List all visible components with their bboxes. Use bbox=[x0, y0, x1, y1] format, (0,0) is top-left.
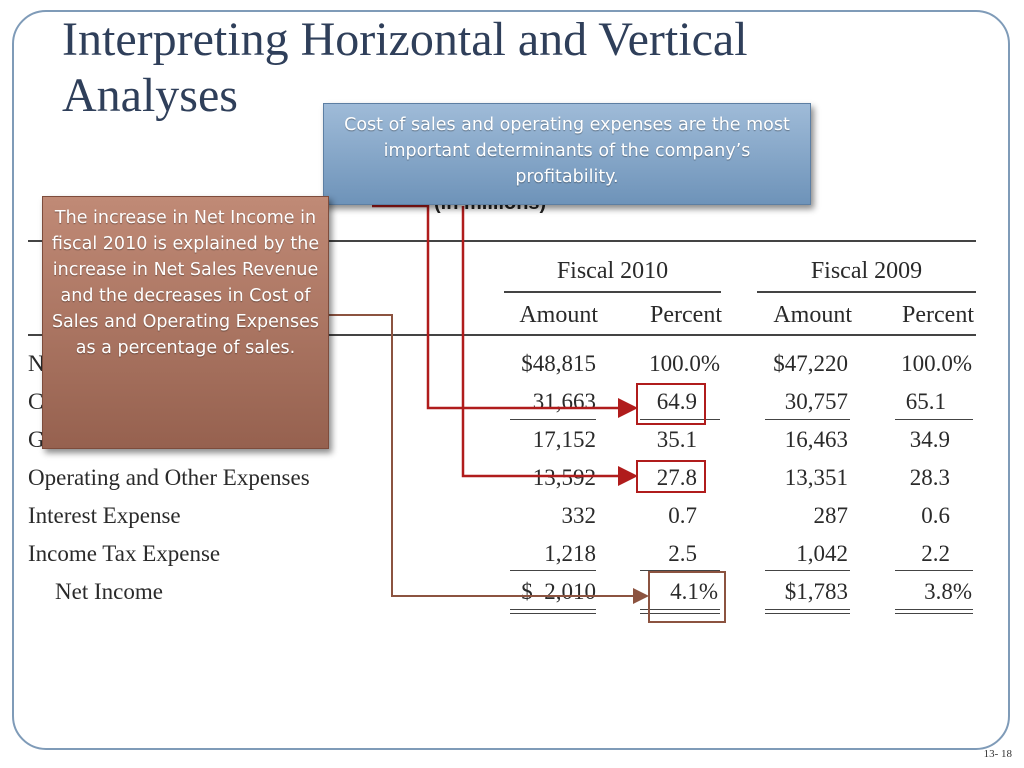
row-label: N bbox=[28, 351, 45, 376]
cell-percent-2010: 4.1% bbox=[670, 579, 718, 604]
year-header-2009: Fiscal 2009 bbox=[810, 258, 923, 284]
cell-percent-2009: 28.3 bbox=[909, 465, 950, 490]
year-header-2010: Fiscal 2010 bbox=[556, 258, 669, 284]
header-bottom-rule bbox=[28, 334, 976, 336]
total-double-rule bbox=[895, 609, 973, 610]
cell-percent-2010: 35.1 bbox=[656, 427, 697, 452]
cell-percent-2010: 0.7 bbox=[668, 503, 697, 528]
slide-title: Interpreting Horizontal and Vertical Ana… bbox=[62, 13, 748, 122]
cell-percent-2009: 2.2 bbox=[921, 541, 950, 566]
subtotal-rule bbox=[765, 419, 850, 420]
subtotal-rule bbox=[895, 419, 973, 420]
highlight-box-net-income bbox=[648, 571, 726, 623]
cell-percent-2009: 65.1 bbox=[905, 389, 946, 414]
col-header-amount-2009: Amount bbox=[773, 302, 852, 328]
subtotal-rule bbox=[510, 570, 596, 571]
cell-amount-2009: 30,757 bbox=[784, 389, 848, 414]
highlight-box-operating-expenses bbox=[636, 460, 706, 493]
cell-amount-2010: 332 bbox=[561, 503, 597, 528]
cell-amount-2009: 1,042 bbox=[796, 541, 848, 566]
subtotal-rule bbox=[640, 419, 720, 420]
cell-amount-2010: 17,152 bbox=[532, 427, 596, 452]
subtotal-rule bbox=[765, 570, 850, 571]
cell-percent-2010: 64.9 bbox=[656, 389, 697, 414]
cell-percent-2010: 2.5 bbox=[668, 541, 697, 566]
table-top-rule bbox=[28, 240, 976, 242]
col-header-percent-2009: Percent bbox=[902, 302, 974, 328]
cell-amount-2009: $1,783 bbox=[784, 579, 848, 604]
total-double-rule bbox=[640, 609, 720, 610]
cell-percent-2009: 100.0% bbox=[901, 351, 972, 376]
cell-amount-2010: 1,218 bbox=[544, 541, 596, 566]
cell-percent-2010: 100.0% bbox=[649, 351, 720, 376]
subtotal-rule bbox=[510, 419, 596, 420]
cell-percent-2009: 0.6 bbox=[921, 503, 950, 528]
cell-amount-2010: $48,815 bbox=[521, 351, 596, 376]
callout-net-income-explanation: The increase in Net Income in fiscal 201… bbox=[42, 196, 329, 449]
subtotal-rule bbox=[640, 570, 720, 571]
cell-percent-2009: 3.8% bbox=[924, 579, 972, 604]
col-header-percent-2010: Percent bbox=[650, 302, 722, 328]
fiscal-2009-underline bbox=[757, 291, 976, 293]
total-double-rule bbox=[895, 613, 973, 614]
total-double-rule bbox=[510, 609, 596, 610]
col-header-amount-2010: Amount bbox=[519, 302, 598, 328]
cell-percent-2010: 27.8 bbox=[656, 465, 697, 490]
cell-amount-2009: 287 bbox=[813, 503, 849, 528]
callout-cost-determinants: Cost of sales and operating expenses are… bbox=[323, 103, 811, 205]
row-label-net-income: Net Income bbox=[55, 579, 163, 604]
row-label: Operating and Other Expenses bbox=[28, 465, 310, 490]
cell-amount-2010: 13,592 bbox=[532, 465, 596, 490]
total-double-rule bbox=[640, 613, 720, 614]
total-double-rule bbox=[765, 613, 850, 614]
arrow-to-cost-of-sales bbox=[372, 204, 638, 418]
fiscal-2010-underline bbox=[504, 291, 721, 293]
cell-amount-2009: 13,351 bbox=[784, 465, 848, 490]
subtotal-rule bbox=[895, 570, 973, 571]
slide-number: 13- 18 bbox=[983, 748, 1012, 760]
highlight-box-cost-of-sales bbox=[636, 383, 706, 425]
total-double-rule bbox=[765, 609, 850, 610]
row-label: G bbox=[28, 427, 45, 452]
row-label: Income Tax Expense bbox=[28, 541, 221, 566]
row-label: C bbox=[28, 389, 44, 414]
arrow-to-operating-expenses bbox=[461, 206, 638, 486]
arrow-to-net-income bbox=[329, 314, 649, 604]
cell-amount-2009: $47,220 bbox=[773, 351, 848, 376]
cell-amount-2010: 31,663 bbox=[532, 389, 596, 414]
cell-percent-2009: 34.9 bbox=[909, 427, 950, 452]
row-label: Interest Expense bbox=[28, 503, 181, 528]
slide-frame bbox=[12, 10, 1010, 750]
total-double-rule bbox=[510, 613, 596, 614]
cell-amount-2010: $ 2,010 bbox=[521, 579, 596, 604]
cell-amount-2009: 16,463 bbox=[784, 427, 848, 452]
